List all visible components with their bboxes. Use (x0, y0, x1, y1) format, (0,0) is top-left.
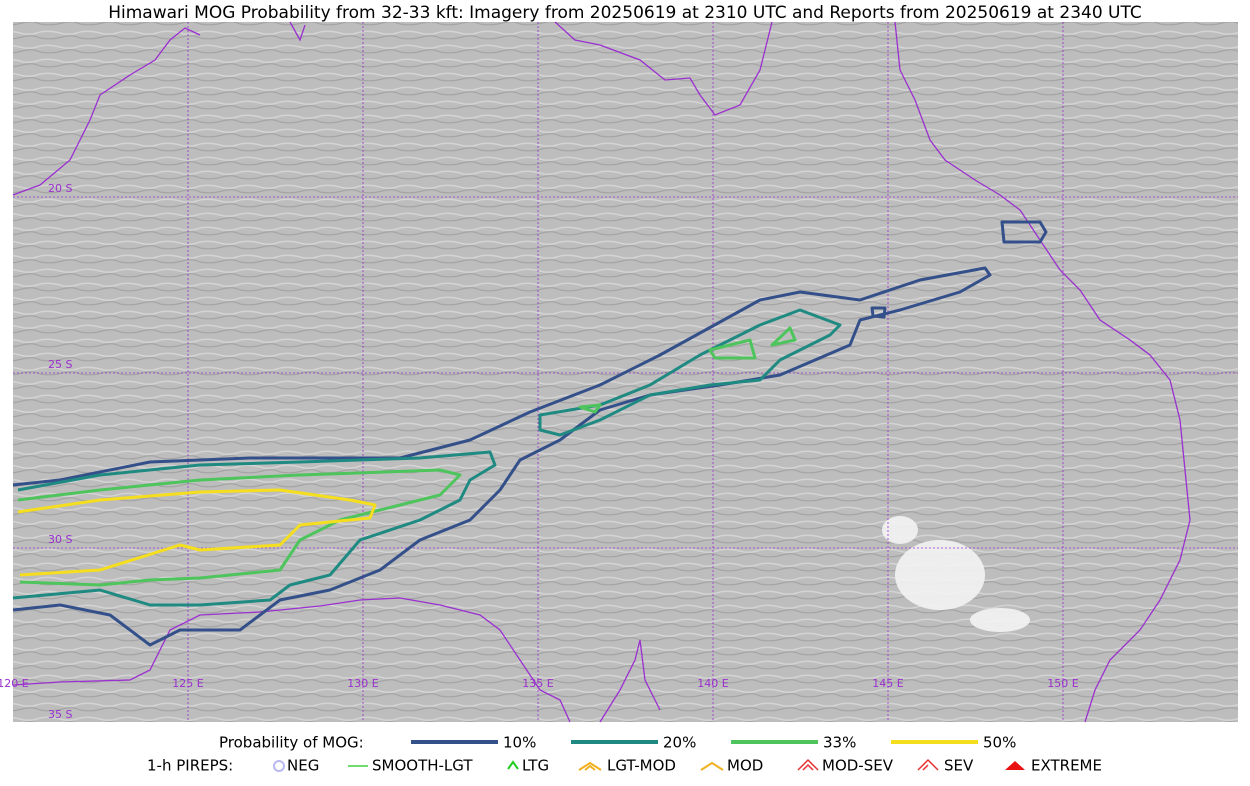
legend-label: MOD-SEV (822, 757, 894, 775)
legend-label: 50% (983, 734, 1016, 752)
legend: Probability of MOG: 10% 20% 33% 50% 1-h PIREP… (147, 734, 1102, 775)
lon-label: 140 E (697, 677, 728, 690)
legend-label: LGT-MOD (607, 757, 676, 775)
lon-label: 145 E (872, 677, 903, 690)
legend-label: 10% (503, 734, 536, 752)
legend-label: SEV (944, 757, 974, 775)
lon-label: 150 E (1047, 677, 1078, 690)
lon-label: 135 E (522, 677, 553, 690)
probability-contours (12, 220, 1048, 647)
pirep-icon (507, 760, 519, 770)
legend-label: 20% (663, 734, 696, 752)
legend-label: 33% (823, 734, 856, 752)
map: 20 S 25 S 30 S 35 S 120 E 125 E 130 E 135 E 140 … (0, 21, 1238, 723)
cloud-cells (882, 516, 1030, 632)
legend-label: LTG (522, 757, 549, 775)
legend-title: 1-h PIREPS: (147, 757, 233, 775)
lat-label: 35 S (48, 708, 72, 721)
lon-label: 120 E (0, 677, 29, 690)
lon-label: 125 E (172, 677, 203, 690)
legend-label: EXTREME (1031, 757, 1102, 775)
lon-label: 130 E (347, 677, 378, 690)
legend-label: SMOOTH-LGT (372, 757, 473, 775)
pirep-icon (273, 760, 285, 772)
pirep-icon (578, 761, 602, 771)
legend-label: NEG (287, 757, 319, 775)
title: Himawari MOG Probability from 32-33 kft:… (108, 3, 1142, 23)
legend-title: Probability of MOG: (219, 734, 364, 752)
legend-label: MOD (727, 757, 763, 775)
pirep-icon (700, 761, 724, 771)
pirep-icon (1005, 761, 1025, 770)
pirep-icon (917, 758, 939, 771)
lat-label: 25 S (48, 358, 72, 371)
lat-label: 20 S (48, 182, 72, 195)
coastline (12, 21, 1191, 723)
lat-label: 30 S (48, 533, 72, 546)
pirep-icon (797, 758, 819, 771)
